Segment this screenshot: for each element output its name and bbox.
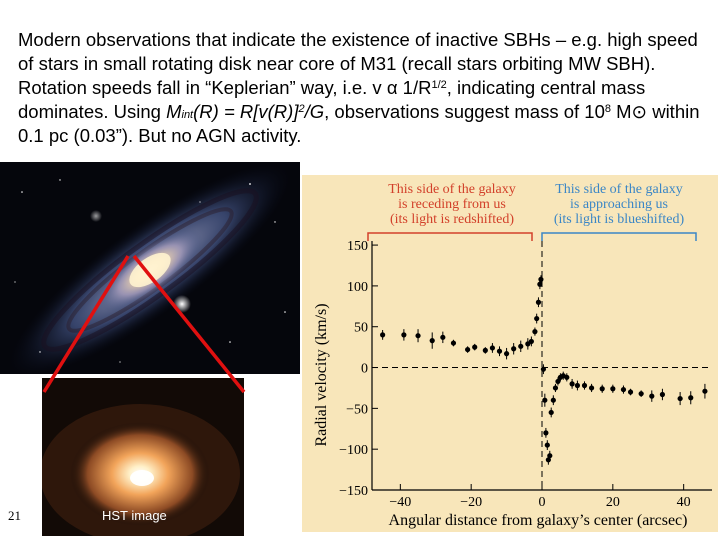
chart-points: [380, 275, 708, 465]
annotation-left-bracket: [367, 232, 533, 241]
data-point: [547, 453, 553, 459]
data-point: [532, 329, 538, 335]
data-point: [555, 378, 561, 385]
annotation-right-line-3: (its light is blueshifted): [554, 212, 685, 227]
data-point: [518, 343, 524, 349]
data-point: [535, 299, 542, 305]
annotation-right-bracket: [541, 232, 697, 241]
andromeda-galaxy-photo: [0, 162, 300, 374]
data-point: [401, 332, 407, 338]
data-point: [569, 381, 575, 387]
data-point: [552, 385, 559, 391]
data-point: [543, 430, 549, 436]
annotation-right-line-2: is approaching us: [570, 197, 668, 212]
chart-axes: 150 100 50 0 −50 −100 −150 −40 −20 0 20 40: [339, 239, 712, 510]
data-point: [482, 347, 488, 353]
data-point: [610, 386, 616, 392]
data-point: [537, 281, 543, 287]
x-tick-label: 40: [677, 495, 691, 510]
y-tick-label: 150: [347, 239, 368, 254]
data-point: [465, 346, 471, 353]
data-point: [538, 276, 544, 282]
y-tick-label: 0: [361, 362, 368, 377]
radial-velocity-chart: This side of the galaxy is receding from…: [302, 175, 718, 532]
data-point: [548, 409, 554, 416]
data-point: [702, 388, 708, 394]
data-point: [659, 391, 666, 398]
data-point: [415, 333, 421, 339]
y-tick-label: 50: [354, 321, 368, 336]
data-point: [588, 385, 595, 391]
data-point: [677, 395, 683, 402]
x-tick-label: 0: [539, 495, 546, 510]
x-axis-label: Angular distance from galaxy’s center (a…: [389, 512, 688, 529]
data-point: [511, 346, 517, 352]
data-point: [534, 315, 540, 322]
data-point: [599, 386, 605, 392]
y-tick-label: −50: [346, 402, 368, 417]
data-point: [688, 395, 694, 401]
data-point: [544, 442, 550, 448]
y-tick-label: 100: [347, 280, 368, 295]
chart-annotations: This side of the galaxy is receding from…: [367, 182, 697, 241]
hst-core-drawing: [42, 378, 244, 536]
data-point: [503, 351, 510, 357]
data-point: [649, 393, 655, 399]
annotation-right-line-1: This side of the galaxy: [555, 182, 683, 197]
annotation-left-line-2: is receding from us: [398, 197, 506, 212]
slide-number: 21: [8, 508, 21, 523]
data-point: [489, 345, 496, 351]
data-point: [380, 332, 386, 338]
annotation-left-line-1: This side of the galaxy: [388, 182, 516, 197]
data-point: [440, 334, 446, 340]
hst-core-photo: [42, 378, 244, 536]
slide-body-text: Modern observations that indicate the ex…: [18, 29, 700, 146]
data-point: [574, 382, 581, 389]
x-tick-label: −20: [460, 495, 482, 510]
annotation-left-line-3: (its light is redshifted): [390, 212, 514, 227]
data-point: [528, 338, 534, 345]
x-tick-label: −40: [389, 495, 411, 510]
data-point: [638, 391, 644, 397]
y-axis-label: Radial velocity (km/s): [313, 303, 330, 446]
data-point: [550, 397, 556, 403]
andromeda-galaxy-drawing: [0, 162, 300, 374]
data-point: [564, 374, 570, 380]
data-point: [429, 338, 435, 344]
data-point: [581, 382, 588, 389]
data-point: [472, 344, 478, 350]
data-point: [450, 340, 457, 346]
hst-image-caption: HST image: [102, 508, 167, 523]
y-tick-label: −100: [339, 443, 368, 458]
data-point: [496, 348, 503, 354]
data-point: [627, 389, 634, 395]
data-point: [542, 397, 548, 403]
y-tick-label: −150: [339, 484, 368, 499]
x-tick-label: 20: [606, 495, 620, 510]
data-point: [620, 386, 627, 393]
data-point: [540, 366, 547, 372]
